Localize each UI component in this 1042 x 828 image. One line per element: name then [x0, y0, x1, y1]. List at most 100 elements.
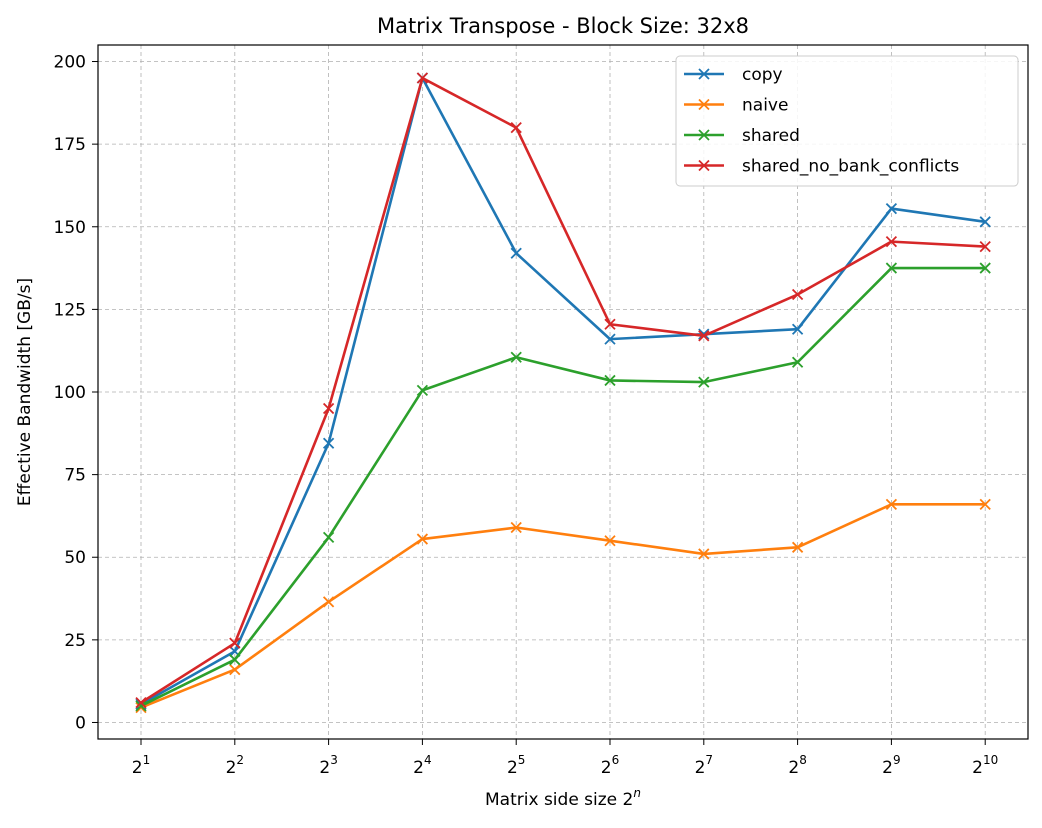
data-point: [510, 521, 522, 534]
data-point: [416, 384, 429, 396]
legend-item-naive: naive: [684, 96, 788, 116]
data-point: [229, 654, 241, 666]
data-point: [229, 663, 241, 676]
y-tick-label: 75: [64, 466, 86, 486]
series-line: [140, 266, 986, 708]
x-tick-label: 24: [413, 753, 431, 778]
legend-label: shared_no_bank_conflicts: [742, 157, 959, 177]
data-point: [510, 247, 522, 259]
x-tick-base: 2: [132, 758, 143, 778]
x-tick-base: 2: [882, 758, 893, 778]
x-tick-label: 25: [507, 753, 525, 778]
x-tick-exponent: 8: [799, 753, 807, 767]
x-tick-exponent: 2: [236, 753, 244, 767]
x-tick-label: 28: [788, 753, 806, 778]
x-axis-label: Matrix side size 2n: [485, 786, 641, 810]
data-point: [885, 235, 898, 248]
legend: copy naive shared shared_no_bank_conflicts: [675, 55, 1019, 187]
x-axis-label-text: Matrix side size 2: [485, 790, 633, 810]
data-point: [885, 202, 898, 215]
x-tick-base: 2: [413, 758, 424, 778]
series-shared_no_bank_conflicts: [135, 72, 991, 709]
x-tick-exponent: 9: [893, 753, 901, 767]
y-tick-label: 200: [54, 53, 86, 73]
series-line: [140, 76, 986, 704]
x-tick-label: 210: [972, 753, 998, 778]
legend-item-copy: copy: [684, 65, 783, 85]
y-tick-label: 25: [64, 631, 86, 651]
data-point: [322, 596, 335, 608]
x-tick-exponent: 10: [983, 753, 998, 767]
data-point: [979, 240, 991, 253]
data-point: [416, 72, 429, 84]
data-point: [416, 533, 429, 545]
x-axis-label-superscript: n: [633, 786, 641, 800]
data-point: [322, 402, 335, 415]
y-tick-label: 175: [54, 135, 86, 155]
x-tick-exponent: 1: [143, 753, 151, 767]
data-point: [791, 323, 804, 335]
data-point: [698, 548, 710, 560]
x-tick-exponent: 7: [705, 753, 713, 767]
y-tick-label: 150: [54, 218, 86, 238]
x-tick-exponent: 3: [330, 753, 338, 767]
data-point: [322, 437, 335, 449]
y-axis-label: Effective Bandwidth [GB/s]: [15, 278, 35, 506]
x-tick-exponent: 4: [424, 753, 432, 767]
x-tick-label: 27: [695, 753, 713, 778]
y-tick-label: 50: [64, 548, 86, 568]
data-point: [604, 374, 616, 387]
data-point: [604, 535, 616, 547]
series-naive: [135, 498, 991, 714]
legend-label: copy: [742, 65, 783, 85]
x-tick-label: 22: [226, 753, 244, 778]
legend-label: naive: [742, 96, 788, 116]
series-shared: [135, 262, 991, 712]
x-tick-base: 2: [507, 758, 518, 778]
data-point: [604, 333, 616, 345]
legend-box: [675, 55, 1019, 187]
data-point: [135, 700, 147, 712]
x-tick-base: 2: [319, 758, 330, 778]
x-tick-base: 2: [226, 758, 237, 778]
data-point: [791, 356, 804, 368]
chart-title: Matrix Transpose - Block Size: 32x8: [377, 14, 749, 38]
data-point: [979, 262, 991, 274]
x-tick-exponent: 6: [612, 753, 620, 767]
y-tick-label: 100: [54, 383, 86, 403]
data-point: [510, 351, 522, 363]
x-tick-label: 21: [132, 753, 150, 778]
data-point: [791, 288, 804, 301]
data-point: [698, 328, 710, 340]
series-group: [135, 72, 991, 714]
legend-item-shared_no_bank_conflicts: shared_no_bank_conflicts: [684, 157, 959, 177]
x-tick-base: 2: [788, 758, 799, 778]
data-point: [135, 697, 147, 709]
x-tick-label: 29: [882, 753, 900, 778]
y-tick-label: 0: [75, 713, 86, 733]
x-tick-label: 26: [601, 753, 619, 778]
data-point: [885, 262, 898, 274]
series-line: [140, 503, 986, 709]
x-tick-base: 2: [601, 758, 612, 778]
data-point: [322, 531, 335, 544]
x-tick-exponent: 5: [518, 753, 526, 767]
legend-item-shared: shared: [684, 126, 800, 146]
data-point: [698, 330, 710, 342]
data-point: [698, 376, 710, 388]
legend-label: shared: [742, 126, 800, 146]
data-point: [979, 498, 991, 510]
y-tick-label: 125: [54, 300, 86, 320]
data-point: [229, 637, 241, 649]
x-tick-base: 2: [695, 758, 706, 778]
data-point: [791, 541, 804, 553]
x-tick-base: 2: [972, 758, 983, 778]
data-point: [885, 498, 898, 510]
x-tick-label: 23: [319, 753, 337, 778]
data-point: [604, 318, 616, 330]
data-point: [979, 216, 991, 228]
data-point: [510, 121, 522, 134]
